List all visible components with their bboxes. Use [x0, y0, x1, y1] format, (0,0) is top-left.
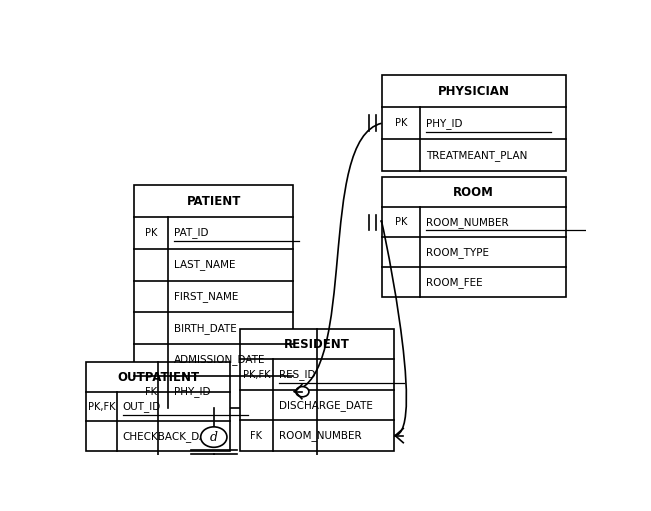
Text: DISCHARGE_DATE: DISCHARGE_DATE	[279, 400, 372, 410]
Text: PK,FK: PK,FK	[243, 369, 270, 380]
Text: PHY_ID: PHY_ID	[426, 118, 463, 129]
Text: ROOM_FEE: ROOM_FEE	[426, 277, 483, 288]
Text: FK: FK	[145, 387, 157, 397]
Text: PK: PK	[395, 118, 407, 128]
Bar	[87, 362, 230, 451]
Text: FIRST_NAME: FIRST_NAME	[174, 291, 238, 302]
Text: CHECKBACK_DATE: CHECKBACK_DATE	[122, 431, 219, 442]
Text: LAST_NAME: LAST_NAME	[174, 259, 235, 270]
Text: PHY_ID: PHY_ID	[174, 386, 210, 397]
Text: ROOM_NUMBER: ROOM_NUMBER	[426, 217, 509, 228]
Text: ROOM_NUMBER: ROOM_NUMBER	[279, 430, 361, 441]
Text: PK,FK: PK,FK	[88, 402, 115, 411]
Text: d: d	[210, 431, 218, 444]
Text: RESIDENT: RESIDENT	[284, 338, 350, 351]
Text: FK: FK	[251, 431, 262, 440]
Text: BIRTH_DATE: BIRTH_DATE	[174, 323, 236, 334]
Bar	[381, 75, 566, 172]
Bar	[240, 329, 395, 451]
Text: PAT_ID: PAT_ID	[174, 227, 208, 238]
Text: OUT_ID: OUT_ID	[122, 401, 161, 412]
Text: ROOM_TYPE: ROOM_TYPE	[426, 247, 490, 258]
Bar	[381, 177, 566, 297]
Text: ADMISSION_DATE: ADMISSION_DATE	[174, 355, 265, 365]
Text: RES_ID: RES_ID	[279, 369, 315, 380]
Text: PHYSICIAN: PHYSICIAN	[437, 85, 510, 98]
Text: OUTPATIENT: OUTPATIENT	[117, 370, 199, 384]
Text: PK: PK	[395, 217, 407, 227]
Circle shape	[201, 427, 227, 447]
Text: ROOM: ROOM	[453, 186, 494, 199]
Text: PATIENT: PATIENT	[187, 195, 241, 207]
Circle shape	[296, 387, 309, 397]
Text: PK: PK	[145, 228, 158, 238]
Bar	[134, 185, 293, 408]
Text: TREATMEANT_PLAN: TREATMEANT_PLAN	[426, 150, 528, 161]
